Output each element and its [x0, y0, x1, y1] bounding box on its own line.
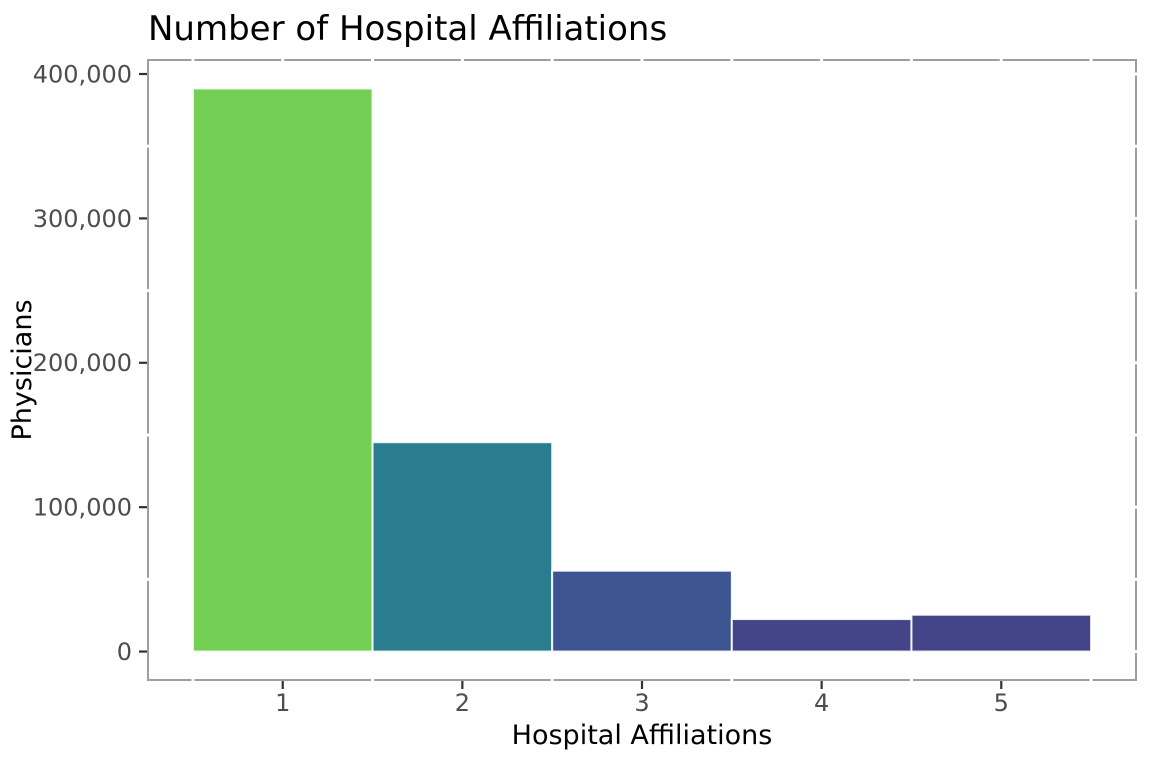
gridline-notch — [146, 289, 150, 293]
gridline-notch — [550, 58, 554, 62]
gridline-notch — [1089, 58, 1093, 62]
bar-affiliations-3 — [551, 569, 733, 653]
gridline-notch — [1134, 577, 1138, 581]
y-tick-label-0: 0 — [117, 638, 132, 666]
gridline-notch — [1134, 361, 1138, 365]
x-axis-title: Hospital Affiliations — [512, 720, 773, 751]
gridline-notch — [820, 58, 824, 62]
y-tick-label-100000: 100,000 — [33, 494, 132, 522]
bar-affiliations-1 — [191, 87, 374, 653]
gridline-notch — [730, 678, 734, 682]
y-tick-label-200000: 200,000 — [33, 349, 132, 377]
x-tick-label-3: 3 — [634, 689, 649, 717]
gridline-notch — [1134, 216, 1138, 220]
gridline-notch — [550, 678, 554, 682]
x-tick-label-1: 1 — [275, 689, 290, 717]
panel-border-layer — [146, 58, 1138, 682]
gridline-notch — [371, 58, 375, 62]
gridline-notch — [1134, 433, 1138, 437]
gridline-notch — [640, 58, 644, 62]
gridline-notch — [1089, 678, 1093, 682]
gridline-notch — [371, 678, 375, 682]
gridline-notch — [1134, 505, 1138, 509]
gridline-notch — [909, 678, 913, 682]
x-tick-label-2: 2 — [455, 689, 470, 717]
chart-title: Number of Hospital Affiliations — [148, 9, 667, 49]
x-tick-label-4: 4 — [814, 689, 829, 717]
gridline-notch — [730, 58, 734, 62]
gridline-notch — [1134, 72, 1138, 76]
gridline-notch — [909, 58, 913, 62]
gridline-notch — [1134, 650, 1138, 654]
gridline-notch — [146, 577, 150, 581]
bars-layer — [191, 87, 1093, 653]
x-tick-label-5: 5 — [994, 689, 1009, 717]
gridline-notch — [1134, 144, 1138, 148]
gridline-notch — [999, 58, 1003, 62]
y-tick-label-300000: 300,000 — [33, 205, 132, 233]
gridline-notch — [191, 58, 195, 62]
bar-affiliations-4 — [730, 618, 913, 653]
bar-affiliations-5 — [910, 613, 1093, 653]
axis-ticks-layer — [139, 72, 1003, 689]
y-tick-label-400000: 400,000 — [33, 60, 132, 88]
y-axis-title: Physicians — [7, 299, 38, 440]
gridline-notch — [281, 58, 285, 62]
bar-affiliations-2 — [371, 441, 554, 653]
gridline-notch — [191, 678, 195, 682]
gridline-notch — [146, 433, 150, 437]
gridline-notch — [460, 58, 464, 62]
gridline-notch — [1134, 289, 1138, 293]
gridline-notch — [146, 144, 150, 148]
tick-labels-layer: 1 2 3 4 5 0 100,000 200,000 300,000 400,000 — [33, 60, 1009, 717]
